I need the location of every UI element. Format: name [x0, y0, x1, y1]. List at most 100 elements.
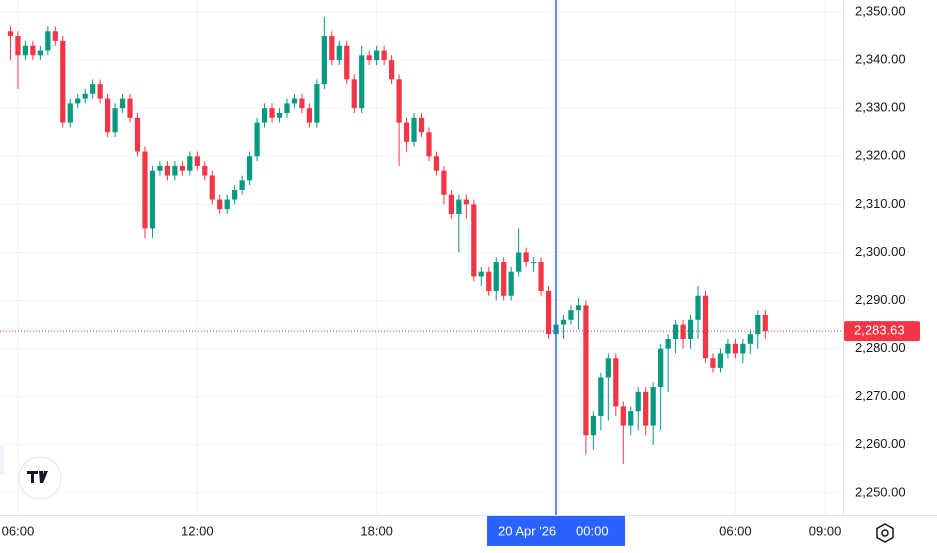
candle-body	[702, 295, 709, 359]
candle-body	[762, 314, 768, 332]
side-tab[interactable]	[0, 445, 4, 475]
candle-body	[441, 170, 447, 195]
candle-body	[620, 406, 626, 426]
candle-body	[149, 170, 156, 229]
candle-body	[261, 108, 268, 123]
candle-body	[732, 343, 738, 354]
settings-hex[interactable]	[876, 523, 894, 543]
candle-body	[366, 55, 372, 61]
candle-body	[232, 189, 238, 200]
candle-body	[119, 98, 126, 109]
candle-body	[336, 45, 342, 61]
candle-body	[30, 45, 36, 56]
candle-body	[575, 305, 582, 311]
candle-body	[194, 156, 200, 166]
plot-area	[0, 0, 843, 515]
candle-body	[239, 180, 245, 190]
crosshair-date: 20 Apr '26	[498, 523, 556, 538]
tv-logo[interactable]	[18, 456, 62, 500]
candle-body	[224, 199, 230, 210]
candle-body	[658, 348, 664, 388]
x-tick-label: 18:00	[360, 523, 393, 538]
candle-body	[112, 108, 118, 133]
candle-body	[433, 156, 440, 171]
candle-body	[37, 50, 43, 56]
y-tick-label: 2,330.00	[855, 100, 906, 115]
candle-body	[501, 262, 507, 296]
candle-body	[381, 50, 387, 61]
y-tick-label: 2,270.00	[855, 388, 906, 403]
candle-body	[456, 199, 462, 214]
candle-body	[516, 252, 522, 272]
candle-body	[374, 50, 380, 61]
candle-body	[22, 45, 29, 56]
candle-body	[508, 271, 514, 296]
candle-body	[396, 79, 402, 123]
last-price-label: 2,283.63	[854, 323, 905, 338]
y-tick-label: 2,340.00	[855, 52, 906, 67]
candle-body	[45, 31, 51, 51]
candle-body	[471, 204, 477, 277]
candle-body	[202, 165, 208, 176]
y-tick-label: 2,290.00	[855, 292, 906, 307]
candle-body	[755, 314, 761, 335]
candle-body	[15, 36, 21, 56]
candle-body	[299, 98, 305, 109]
candle-body	[344, 45, 350, 80]
crosshair-label-box	[487, 516, 626, 546]
y-tick-label: 2,280.00	[855, 340, 906, 355]
candle-body	[583, 305, 589, 436]
candle-body	[246, 156, 253, 181]
candle-body	[478, 271, 484, 277]
candle-body	[523, 252, 529, 263]
candle-body	[426, 132, 432, 157]
candle-body	[740, 343, 746, 354]
candle-body	[314, 84, 320, 123]
candle-body	[560, 319, 567, 325]
crosshair-time: 00:00	[576, 523, 609, 538]
candle-body	[493, 262, 499, 291]
candle-body	[672, 324, 679, 340]
y-tick-label: 2,350.00	[855, 3, 906, 18]
candle-body	[172, 165, 178, 176]
candle-body	[52, 31, 58, 41]
candle-body	[306, 108, 313, 123]
candle-body	[687, 319, 694, 340]
candle-body	[680, 324, 686, 340]
candle-body	[695, 295, 701, 320]
candle-body	[276, 113, 283, 118]
candle-body	[463, 199, 469, 205]
candle-body	[530, 262, 537, 264]
candle-body	[284, 103, 290, 114]
candle-body	[411, 117, 417, 142]
candle-body	[82, 93, 88, 99]
y-tick-label: 2,260.00	[855, 436, 906, 451]
candle-body	[209, 175, 215, 200]
candle-body	[90, 84, 96, 94]
candle-body	[359, 55, 365, 109]
candle-body	[179, 165, 185, 171]
candle-body	[725, 343, 731, 354]
candle-body	[717, 353, 724, 368]
candle-body	[254, 122, 260, 157]
candle-body	[157, 165, 163, 171]
y-tick-label: 2,310.00	[855, 196, 906, 211]
y-tick-label: 2,250.00	[855, 484, 906, 499]
logo-mark[interactable]	[27, 471, 48, 483]
candle-body	[187, 156, 193, 171]
last-price-box	[844, 321, 920, 342]
candle-body	[590, 415, 597, 436]
candle-body	[486, 271, 492, 291]
candle-body	[605, 358, 611, 378]
candle-body	[650, 387, 656, 426]
candle-body	[643, 391, 649, 426]
settings-dot[interactable]	[881, 529, 889, 537]
settings-icon[interactable]	[876, 523, 894, 543]
candle-body	[635, 391, 641, 412]
candle-body	[269, 108, 275, 118]
candle-body	[545, 290, 552, 335]
candle-body	[142, 151, 148, 229]
candle-body	[388, 60, 395, 80]
